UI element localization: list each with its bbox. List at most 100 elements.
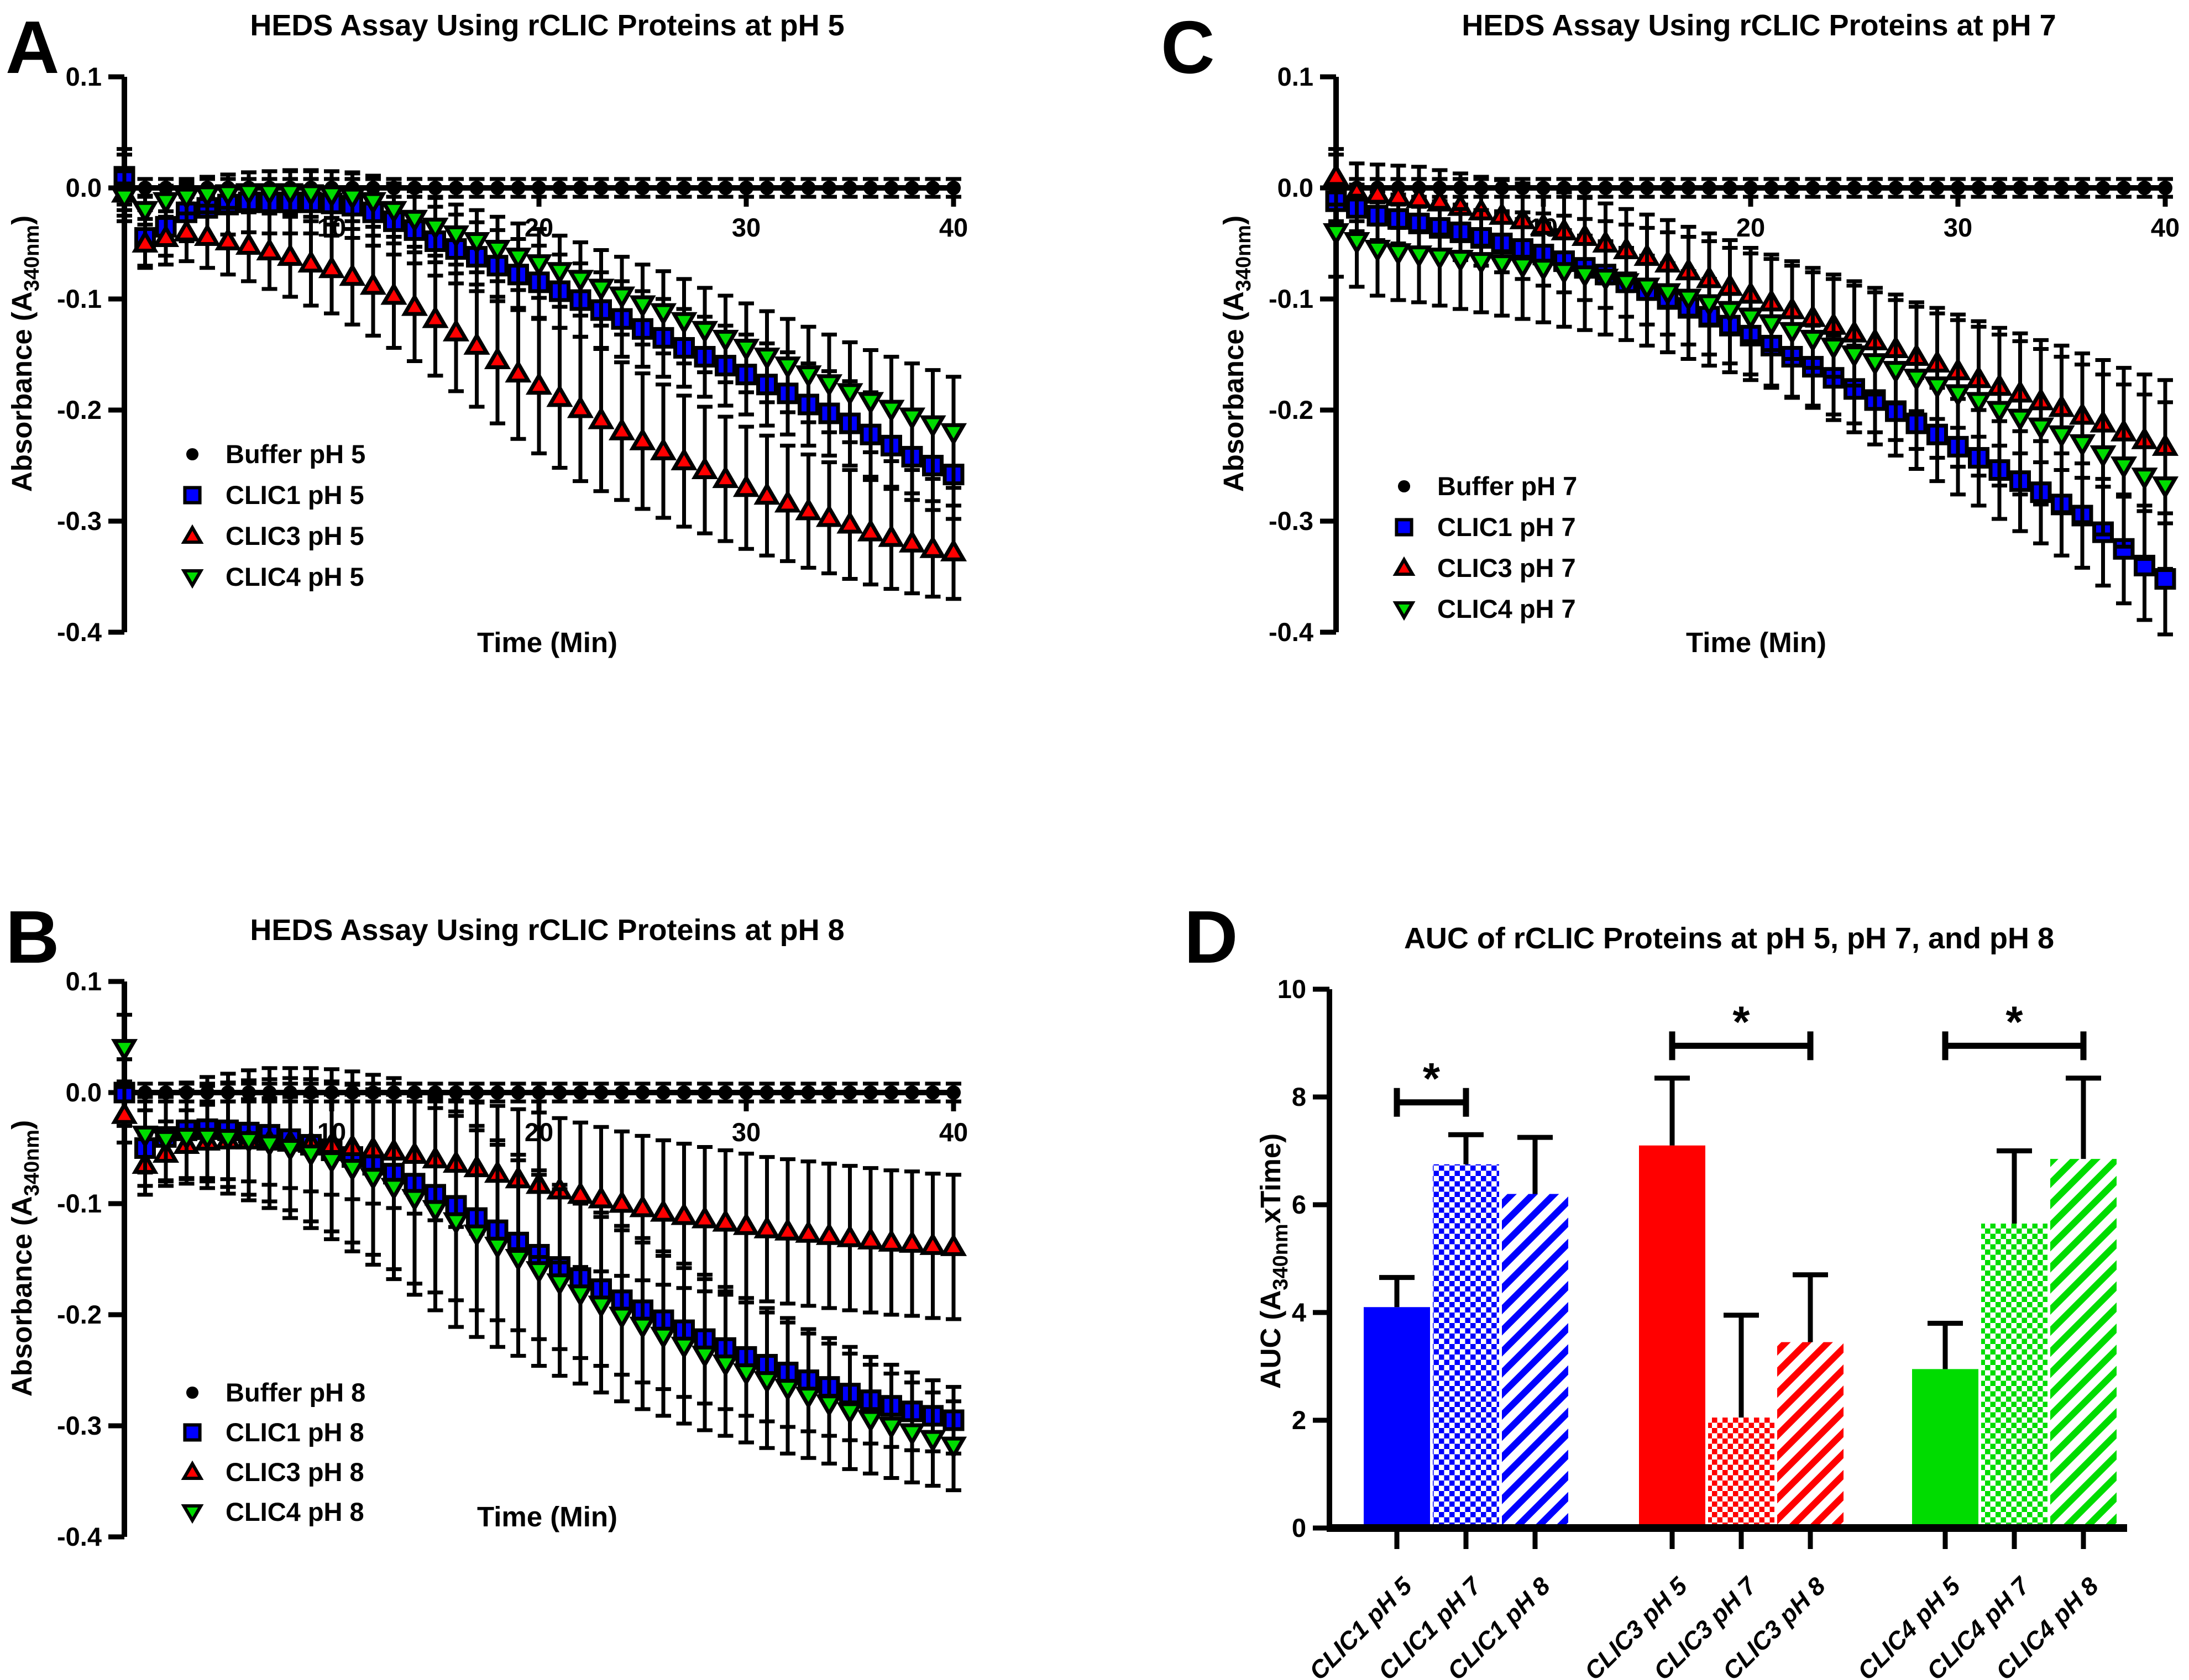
x-tick-label: 40 [2151,213,2180,242]
data-point [718,1085,733,1100]
bar-CLIC3-pH-8 [1777,1342,1844,1528]
data-point [635,181,650,195]
data-point [836,1224,863,1247]
data-point [1405,245,1433,269]
data-point [428,181,443,195]
data-point [532,1085,546,1100]
data-point [863,181,878,195]
data-point [878,524,905,547]
data-point [691,1205,719,1229]
data-point [1385,243,1412,266]
data-point [919,1430,946,1453]
data-point [878,1416,905,1440]
panel-a-y-axis-label: Absorbance (A340nm) [6,216,44,492]
data-point [753,1371,781,1394]
data-point [1405,185,1433,208]
panel-d-y-label-sub: 340nm [1269,1224,1292,1290]
y-tick-label: -0.4 [57,617,102,647]
data-point [256,237,283,261]
legend-label: Buffer pH 8 [226,1378,365,1407]
y-tick-label: 0 [1292,1513,1306,1542]
data-point [401,1189,428,1212]
data-point [449,181,463,195]
legend-label: Buffer pH 7 [1437,471,1577,501]
data-point [671,1336,698,1360]
data-point [380,281,407,305]
legend-label: CLIC1 pH 8 [226,1418,364,1447]
data-point [1737,307,1764,331]
data-point [511,1085,526,1100]
legend: Buffer pH 8 CLIC1 pH 8 CLIC3 pH 8 CLIC4 pH … [181,1378,365,1526]
data-point [815,1394,843,1418]
y-tick-label: -0.4 [57,1522,102,1551]
data-point [919,415,946,439]
data-point [318,255,345,279]
data-point [380,201,407,224]
y-tick-label: -0.3 [1269,506,1313,536]
data-point [753,481,781,505]
legend-marker-triangle-down [181,569,204,589]
x-tick-label: 40 [939,213,968,242]
y-tick-label: 6 [1292,1190,1306,1219]
data-point [857,1226,884,1250]
panel-b-plot: 0.10.0-0.1-0.2-0.3-0.410203040Buffer pH … [57,967,968,1551]
data-point [650,1326,677,1350]
sig-asterisk: * [1732,997,1750,1046]
data-point [732,1363,760,1387]
series-CLIC4-pH-5 [111,168,967,490]
data-point [739,1085,753,1100]
data-point [1598,181,1613,195]
data-point [525,254,553,277]
data-point [1965,392,1992,415]
data-point [1758,314,1785,338]
data-point [463,232,490,255]
legend-label: CLIC4 pH 7 [1437,594,1576,623]
data-point [1986,401,2013,424]
legend-marker-square [183,1423,202,1442]
data-point [878,400,905,423]
data-point [732,338,760,362]
data-point [193,1127,221,1151]
data-point [650,1199,677,1222]
panel-c-y-axis-label: Absorbance (A340nm) [1218,216,1255,492]
data-point [235,1131,263,1154]
data-point [1322,223,1350,246]
data-point [2158,181,2172,195]
data-point [774,1217,802,1241]
data-point [505,359,532,383]
data-point [2137,181,2152,195]
data-point [1805,181,1820,195]
bar-CLIC4-pH-5 [1912,1369,1978,1528]
y-tick-label: 8 [1292,1082,1306,1111]
data-point [1661,181,1675,195]
data-point [359,192,387,216]
data-point [359,271,387,295]
data-point [822,181,836,195]
data-point [297,184,324,208]
data-point [2054,181,2069,195]
data-point [925,1085,940,1100]
panel-c-y-label-pre: Absorbance (A [1218,291,1249,492]
data-point [173,1127,200,1151]
data-point [469,1085,484,1100]
panel-b-y-label-sub: 340nm [20,1130,44,1196]
data-point [1930,181,1945,195]
data-point [691,1345,719,1369]
data-point [898,1230,926,1253]
data-point [339,1159,366,1182]
data-point [214,1128,242,1152]
data-point [1743,181,1758,195]
data-point [857,392,884,415]
legend-marker-triangle-up [181,524,204,544]
data-point [712,465,739,489]
data-point [2154,568,2176,590]
data-point [753,348,781,371]
panel-a: A HEDS Assay Using rCLIC Proteins at pH … [6,6,968,658]
data-point [795,1387,822,1410]
data-point [214,227,242,250]
data-point [401,293,428,316]
y-tick-label: -0.2 [57,395,102,424]
x-tick-label: 20 [1736,213,1765,242]
